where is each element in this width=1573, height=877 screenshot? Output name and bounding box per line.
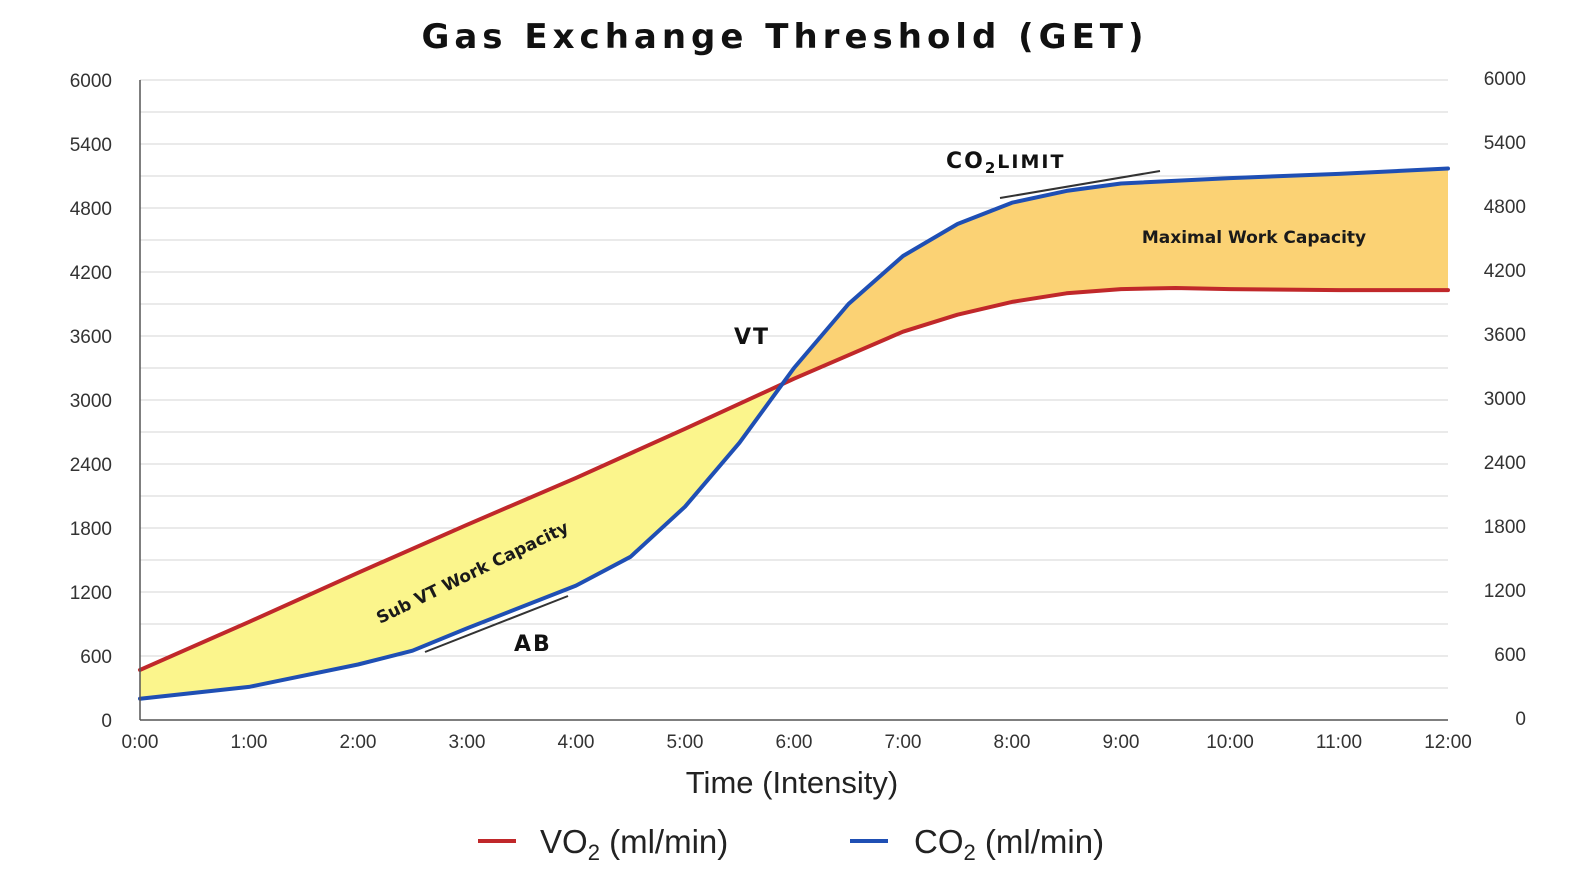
vo2-data-point	[684, 428, 686, 430]
vo2-data-point	[793, 378, 795, 380]
y-tick-label-right: 3000	[1484, 389, 1526, 410]
y-tick-label-left: 0	[101, 711, 112, 732]
y-tick-label-left: 2400	[70, 455, 112, 476]
axes	[139, 80, 1448, 721]
y-tick-label-right: 1200	[1484, 581, 1526, 602]
x-tick-label: 3:00	[449, 732, 486, 753]
co2-data-point	[1066, 190, 1067, 192]
y-tick-label-left: 4800	[70, 199, 112, 220]
co2-data-point	[957, 223, 958, 225]
co2-data-point	[357, 664, 359, 665]
vo2-data-point	[1447, 289, 1449, 291]
vo2-data-point	[1066, 292, 1067, 294]
legend-co2-suffix: (ml/min)	[976, 823, 1104, 860]
y-tick-label-left: 600	[80, 647, 112, 668]
co2-data-point	[1447, 168, 1449, 169]
y-tick-label-left: 3000	[70, 391, 112, 412]
legend-co2-name: CO	[914, 823, 964, 860]
area-fills	[140, 168, 1448, 699]
co2-limit-tangent-line	[999, 170, 1161, 199]
vo2-data-point	[466, 524, 468, 526]
x-tick-label: 11:00	[1316, 732, 1362, 753]
y-tick-label-right: 5400	[1484, 133, 1526, 154]
co2-data-point	[630, 556, 631, 558]
legend: VO2 (ml/min) CO2 (ml/min)	[478, 823, 1104, 865]
y-tick-label-right: 4800	[1484, 197, 1526, 218]
y-tick-label-left: 4200	[70, 263, 112, 284]
x-tick-label: 9:00	[1103, 732, 1140, 753]
vo2-data-point	[1011, 301, 1013, 303]
co2-limit-suffix: LIMIT	[997, 151, 1065, 173]
x-tick-label: 7:00	[885, 732, 922, 753]
sub-vt-work-capacity-area	[140, 383, 783, 699]
legend-vo2-suffix: (ml/min)	[600, 823, 728, 860]
co2-data-point	[575, 585, 577, 587]
co2-data-point	[1338, 173, 1340, 175]
y-tick-label-right: 1800	[1484, 517, 1526, 538]
max-region-label: Maximal Work Capacity	[1142, 228, 1366, 248]
y-tick-label-left: 1200	[70, 583, 112, 604]
ab-tangent-line	[424, 595, 569, 653]
x-tick-label: 2:00	[340, 732, 377, 753]
legend-co2-label: CO2 (ml/min)	[914, 823, 1104, 865]
x-tick-label: 1:00	[231, 732, 268, 753]
y-tick-label-right: 3600	[1484, 325, 1526, 346]
co2-data-point	[739, 442, 740, 444]
co2-data-point	[793, 367, 795, 369]
co2-data-point	[848, 303, 849, 305]
co2-data-point	[902, 255, 904, 257]
y-tick-label-right: 2400	[1484, 453, 1526, 474]
y-tick-label-left: 1800	[70, 519, 112, 540]
legend-vo2-label: VO2 (ml/min)	[540, 823, 728, 865]
x-tick-label: 0:00	[122, 732, 159, 753]
co2-limit-sub: 2	[985, 159, 997, 177]
y-tick-label-right: 4200	[1484, 261, 1526, 282]
y-tick-label-left: 6000	[70, 71, 112, 92]
maximal-work-capacity-area	[782, 168, 1448, 384]
vo2-data-point	[957, 314, 958, 316]
x-axis-label: Time (Intensity)	[686, 765, 898, 800]
y-axis-right-ticks: 0 600 1200 1800 2400 3000 3600 4200 4800 5400 6000	[1484, 69, 1526, 730]
chart-title: Gas Exchange Threshold (GET)	[421, 17, 1148, 57]
co2-data-point	[1011, 202, 1013, 204]
x-tick-label: 8:00	[994, 732, 1031, 753]
x-tick-label: 4:00	[558, 732, 595, 753]
x-tick-label: 6:00	[776, 732, 813, 753]
y-tick-label-left: 5400	[70, 135, 112, 156]
co2-data-point	[684, 506, 686, 508]
vo2-data-point	[848, 354, 849, 356]
ab-label: AB	[514, 632, 552, 657]
co2-data-point	[248, 686, 250, 688]
vo2-data-point	[902, 331, 904, 333]
y-tick-label-right: 0	[1515, 709, 1526, 730]
co2-limit-label: CO2LIMIT	[946, 149, 1065, 177]
vo2-data-point	[1120, 288, 1122, 290]
y-tick-label-right: 600	[1494, 645, 1526, 666]
x-axis-ticks: 0:00 1:00 2:00 3:00 4:00 5:00 6:00 7:00 8:00 9:00…	[122, 732, 1472, 753]
vo2-data-point	[1338, 289, 1340, 291]
x-tick-label: 12:00	[1424, 732, 1472, 753]
co2-data-point	[412, 650, 413, 652]
vo2-data-point	[248, 621, 250, 623]
x-tick-label: 10:00	[1206, 732, 1254, 753]
vo2-data-point	[1229, 288, 1231, 290]
co2-limit-main: CO	[946, 149, 985, 174]
co2-data-point	[1229, 177, 1231, 179]
vt-label: VT	[734, 325, 770, 350]
y-tick-label-left: 3600	[70, 327, 112, 348]
co2-data-point	[466, 627, 468, 629]
y-tick-label-right: 6000	[1484, 69, 1526, 90]
vo2-data-point	[357, 572, 359, 574]
x-tick-label: 5:00	[667, 732, 704, 753]
legend-co2-sub: 2	[964, 840, 976, 865]
legend-vo2-name: VO	[540, 823, 588, 860]
y-axis-left-ticks: 0 600 1200 1800 2400 3000 3600 4200 4800 5400 6000	[70, 71, 112, 732]
vo2-data-point	[1175, 287, 1176, 289]
co2-data-point	[1120, 183, 1122, 184]
vo2-data-point	[575, 477, 577, 479]
legend-vo2-sub: 2	[588, 840, 600, 865]
